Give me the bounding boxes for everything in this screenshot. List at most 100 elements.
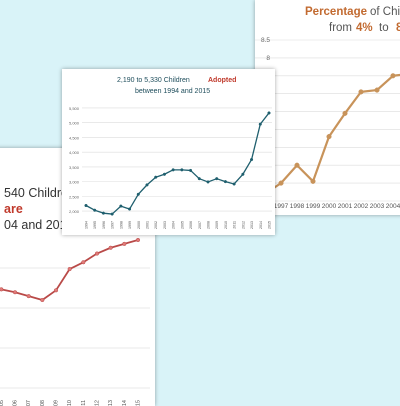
x-tick-label: 2000 — [322, 203, 337, 210]
y-tick-label: 5,000 — [69, 121, 80, 126]
data-point — [0, 287, 4, 292]
data-point — [215, 177, 219, 181]
y-tick-label: 8.5 — [261, 37, 270, 44]
data-point — [189, 168, 193, 172]
x-tick-label: 2005 — [0, 400, 5, 406]
percentage-chart: Percentage of Children from 4% to 8 8.5 8… — [255, 6, 400, 210]
x-tick-label: 1999 — [128, 221, 132, 229]
y-tick-label: 2,000 — [69, 209, 80, 214]
data-point — [40, 297, 45, 303]
chart-title-line3: 04 and 2015 — [4, 218, 74, 232]
series-line — [264, 73, 400, 195]
x-tick-label: 2014 — [259, 221, 263, 229]
x-tick-label: 2001 — [146, 221, 150, 229]
data-point — [145, 183, 149, 187]
chart-subtitle: between 1994 and 2015 — [135, 88, 210, 95]
x-tick-label: 1998 — [290, 203, 305, 210]
data-point — [162, 172, 166, 176]
chart-title-adopted: Adopted — [208, 77, 236, 84]
x-tick-label: 2010 — [67, 400, 73, 406]
chart-title-bold: Percentage — [305, 6, 367, 18]
x-tick-label: 1996 — [102, 221, 106, 229]
adopted-chart: 2,190 to 5,330 Children Adopted between … — [69, 77, 272, 229]
x-tick-label: 1999 — [306, 203, 321, 210]
x-tick-label: 1997 — [274, 203, 289, 210]
x-tick-label: 2004 — [172, 221, 176, 229]
x-tick-label: 2011 — [81, 400, 87, 406]
chart-title-line1: 540 Children — [4, 186, 75, 200]
data-point — [250, 157, 254, 162]
chart-panel-adopted: 2,190 to 5,330 Children Adopted between … — [62, 69, 275, 235]
data-point — [12, 290, 18, 295]
x-tick-label: 2007 — [26, 400, 32, 406]
data-point — [326, 134, 332, 140]
chart-subtitle-to: 8 — [396, 22, 400, 34]
y-tick-label: 5,500 — [69, 106, 80, 111]
x-tick-label: 1998 — [119, 221, 123, 229]
x-tick-label: 1995 — [93, 221, 97, 229]
data-point — [390, 73, 396, 79]
chart-title-rest: of Children — [370, 6, 400, 18]
x-tick-label: 1994 — [85, 221, 89, 229]
data-point — [128, 207, 132, 211]
x-tick-label: 2002 — [154, 221, 158, 229]
x-tick-label: 1997 — [111, 221, 115, 229]
data-point — [358, 89, 364, 95]
data-point — [108, 245, 113, 250]
data-point — [84, 203, 88, 208]
data-point — [180, 168, 184, 172]
x-tick-label: 2006 — [189, 221, 193, 229]
data-point — [67, 266, 72, 272]
x-tick-label: 2010 — [224, 221, 228, 229]
x-tick-label: 2012 — [95, 400, 101, 406]
y-tick-label: 4,500 — [69, 135, 80, 140]
data-point — [119, 204, 123, 208]
data-point — [171, 168, 175, 172]
x-tick-label: 2015 — [136, 400, 142, 406]
data-point — [154, 175, 158, 179]
x-tick-label: 2002 — [354, 203, 369, 210]
data-point — [93, 208, 97, 212]
chart-panel-percentage: Percentage of Children from 4% to 8 8.5 8… — [255, 0, 400, 215]
x-tick-label: 2014 — [122, 400, 128, 406]
x-tick-label: 2012 — [241, 221, 245, 229]
data-point — [241, 172, 245, 176]
data-point — [197, 177, 201, 181]
y-tick-label: 8 — [266, 55, 270, 62]
x-tick-label: 2001 — [338, 203, 353, 210]
x-tick-label: 2007 — [198, 221, 202, 229]
data-point — [278, 180, 284, 186]
data-point — [206, 180, 210, 184]
x-tick-label: 2008 — [207, 221, 211, 229]
data-point — [101, 211, 105, 215]
data-point — [53, 288, 59, 293]
x-tick-label: 2005 — [180, 221, 184, 229]
chart-subtitle-pre: from — [329, 22, 352, 34]
data-point — [267, 111, 271, 115]
data-point — [26, 294, 31, 299]
y-tick-label: 2,500 — [69, 194, 80, 199]
x-tick-label: 2011 — [233, 221, 237, 229]
data-point — [258, 122, 262, 126]
data-point — [135, 237, 141, 243]
x-tick-label: 2008 — [40, 400, 46, 406]
x-tick-label: 2009 — [215, 221, 219, 229]
chart-subtitle-from: 4% — [356, 22, 373, 34]
data-point — [374, 87, 380, 93]
data-point — [294, 162, 300, 168]
data-point — [110, 212, 114, 216]
x-tick-label: 2013 — [250, 221, 254, 229]
x-tick-label: 2013 — [108, 400, 114, 406]
series-line — [85, 112, 270, 215]
x-tick-label: 2006 — [13, 400, 19, 406]
data-point — [94, 251, 100, 256]
x-tick-label: 2003 — [370, 203, 385, 210]
x-tick-label: 2015 — [268, 221, 272, 229]
data-point — [122, 241, 127, 246]
x-tick-label: 2003 — [163, 221, 167, 229]
y-tick-label: 3,000 — [69, 180, 80, 185]
y-tick-label: 3,500 — [69, 165, 80, 170]
data-point — [81, 260, 86, 265]
x-tick-label: 2009 — [54, 400, 60, 406]
x-tick-label: 2004 — [386, 203, 400, 210]
